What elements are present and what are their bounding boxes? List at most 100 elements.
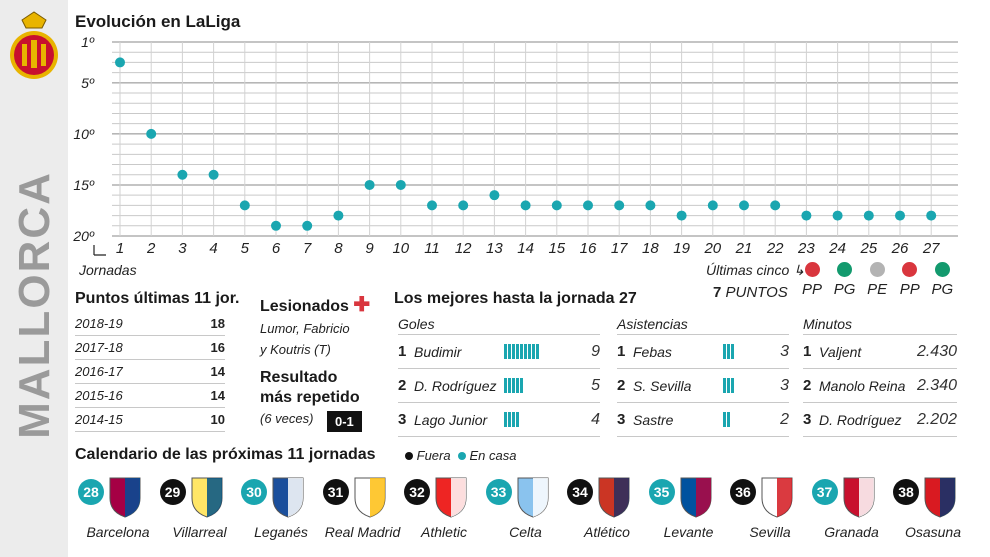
player-name: Sastre [633,411,674,428]
goals-column: Goles 1 Budimir 9 2 D. Rodríguez 5 3 Lago Junior… [398,316,600,437]
opponent-crest-icon [435,477,467,518]
y-tick-label: 1º [81,34,95,50]
y-tick-label: 10º [73,126,95,142]
player-name: Lago Junior [414,411,488,428]
player-row: 3 Lago Junior 4 [398,403,600,437]
assists-column: Asistencias 1 Febas 3 2 S. Sevilla 3 3 Sastre 2 [617,316,789,437]
player-value: 3 [780,376,789,394]
player-value: 2.340 [916,376,957,394]
points-row: 2016-17 14 [75,360,225,384]
repeated-result-score: 0-1 [327,411,362,432]
x-tick-label: 6 [272,240,281,257]
value-bars [723,344,780,359]
injuries-line-1: Lumor, Fabricio [260,321,350,336]
bar-unit [532,344,535,359]
team-crest-logo [8,8,60,86]
bar-unit [516,412,519,427]
points-row: 2015-16 14 [75,384,225,408]
bar-unit [723,378,726,393]
opponent-crest-icon [843,477,874,518]
season-points: 14 [210,388,225,403]
legend-away: Fuera [416,448,451,463]
result-code: PE [867,281,888,298]
matchday-badge: 30 [241,479,267,505]
opponent-crest-icon [191,477,222,518]
data-point [676,210,687,221]
last-five-result: PP [797,262,827,298]
injuries-line-2: y Koutris (T) [260,342,331,357]
player-value: 9 [591,342,600,360]
result-dot-icon [804,262,820,277]
matchday-badge: 37 [811,479,838,505]
column-header: Goles [398,316,600,335]
bar-unit [512,344,515,359]
season-points: 18 [210,316,225,331]
opponent-name: Granada [824,524,879,540]
x-tick-label: 20 [703,240,721,257]
player-row: 1 Valjent 2.430 [803,335,957,369]
opponent-name: Levante [663,524,714,540]
legend-home: En casa [469,448,517,463]
data-point [832,210,843,221]
points-table-title: Puntos últimas 11 jor. [75,290,240,307]
chart-grid [112,41,958,237]
data-point [583,200,593,211]
opponent-name: Villarreal [172,524,227,540]
player-rank: 2 [803,377,812,394]
points-row: 2017-18 16 [75,336,225,360]
x-tick-label: 4 [209,240,217,257]
x-tick-label: 23 [797,240,815,257]
last-five-result: PE [862,262,892,298]
bar-unit [508,378,511,393]
player-rank: 3 [803,411,812,428]
x-tick-label: 19 [673,240,690,257]
x-tick-label: 5 [241,240,250,257]
data-point [115,57,125,68]
opponent-name: Osasuna [904,524,962,540]
bar-unit [504,378,507,393]
result-dot-icon [837,262,853,277]
player-rank: 1 [617,343,626,360]
opponent-crest-icon [680,477,711,518]
season: 2018-19 [75,316,123,331]
data-point [645,200,656,211]
data-point [863,210,874,221]
result-dot-icon [869,262,885,277]
best-players-title: Los mejores hasta la jornada 27 [394,290,637,307]
player-row: 3 Sastre 2 [617,403,789,437]
data-point [177,169,188,180]
player-rank: 3 [617,411,626,428]
data-point [614,200,625,211]
x-tick-label: 16 [580,240,597,257]
opponent-crest-icon [109,477,141,518]
y-tick-label: 20º [72,228,95,244]
opponent-name: Real Madrid [324,524,401,540]
player-rank: 3 [398,411,407,428]
last-five-result: PG [927,262,957,298]
data-point [551,200,562,211]
player-name: S. Sevilla [633,377,692,394]
x-tick-label: 10 [392,240,409,257]
x-tick-label: 27 [922,240,940,257]
y-tick-label: 5º [81,75,95,91]
bar-unit [536,344,539,359]
player-rank: 2 [398,377,407,394]
data-point [458,200,469,211]
player-name: D. Rodríguez [819,411,902,428]
player-value: 4 [591,410,600,428]
opponent-crest-icon [354,477,385,518]
matchday-badge: 28 [78,479,104,505]
data-point [333,210,344,221]
home-dot-icon [457,452,466,460]
player-row: 2 Manolo Reina 2.340 [803,369,957,403]
result-dot-icon [934,262,950,277]
bar-unit [520,344,523,359]
calendar-title: Calendario de las próximas 11 jornadas [75,446,376,463]
bar-unit [528,344,531,359]
x-tick-label: 13 [486,240,503,257]
bar-unit [516,378,519,393]
opponent-name: Celta [509,524,542,540]
opponent-crest-icon [517,477,548,518]
bar-unit [727,412,730,427]
column-header: Asistencias [617,316,789,335]
